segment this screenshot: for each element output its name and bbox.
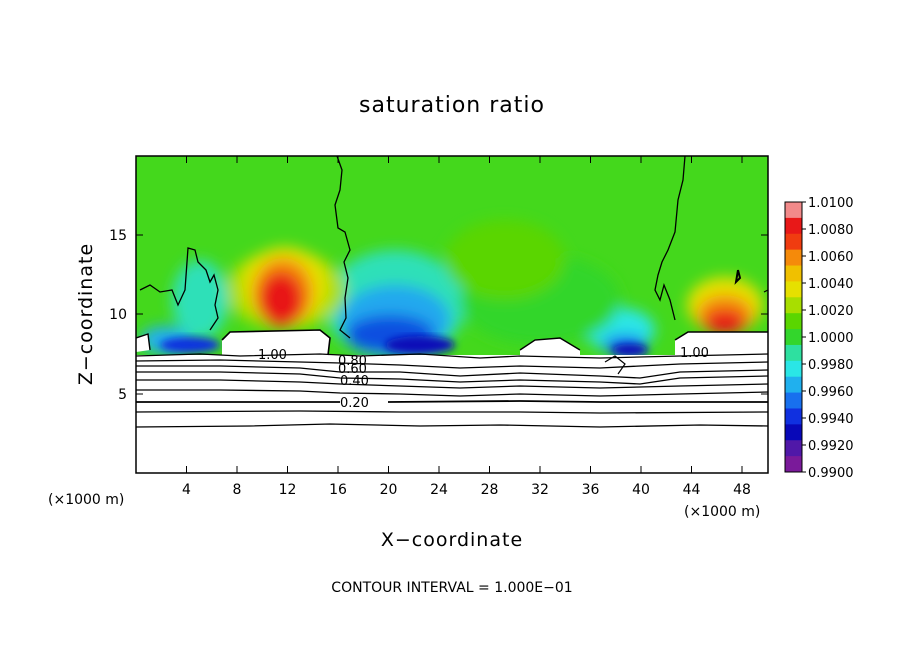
x-tick-label: 32 <box>531 482 549 498</box>
y-tick-labels: 5 10 15 <box>109 228 127 403</box>
x-tick-label: 40 <box>632 482 650 498</box>
colorbar-swatch <box>785 249 802 267</box>
colorbar-label: 0.9980 <box>808 358 854 373</box>
colorbar-swatch <box>785 202 802 219</box>
colorbar-swatch <box>785 313 802 330</box>
colorbar-label: 1.0100 <box>808 196 854 211</box>
heatmap-field <box>136 156 768 473</box>
x-tick-label: 48 <box>733 482 751 498</box>
colorbar-swatch <box>785 376 802 394</box>
y-axis-label: Z−coordinate <box>75 243 97 385</box>
contour-label: 0.60 <box>338 362 367 377</box>
colorbar-label: 1.0060 <box>808 250 854 265</box>
contour-label: 1.00 <box>258 348 287 363</box>
x-tick-label: 20 <box>380 482 398 498</box>
colorbar-swatch <box>785 265 802 282</box>
y-tick-label: 15 <box>109 228 127 244</box>
colorbar-swatch <box>785 329 802 346</box>
colorbar-label: 0.9960 <box>808 385 854 400</box>
contour-label: 1.00 <box>680 346 709 361</box>
y-tick-label: 5 <box>118 387 127 403</box>
x-ticks <box>186 156 743 473</box>
colorbar-label: 1.0040 <box>808 277 854 292</box>
x-tick-label: 16 <box>329 482 347 498</box>
colorbar-swatch <box>785 392 802 409</box>
x-unit-label: (×1000 m) <box>684 504 760 520</box>
y-unit-label: (×1000 m) <box>48 492 124 508</box>
colorbar-swatch <box>785 408 802 425</box>
colorbar-label: 1.0020 <box>808 304 854 319</box>
x-tick-label: 28 <box>481 482 499 498</box>
colorbar-label: 1.0000 <box>808 331 854 346</box>
contour-lines <box>136 156 768 428</box>
chart-title: saturation ratio <box>359 93 545 118</box>
colorbar-swatch <box>785 233 802 251</box>
colorbar-swatch <box>785 440 802 457</box>
contour-label: 0.40 <box>340 374 369 389</box>
colorbar-swatch <box>785 456 802 473</box>
colorbar-label: 0.9900 <box>808 466 854 481</box>
colorbar-swatch <box>785 424 802 441</box>
colorbar-swatch <box>785 217 802 235</box>
contour-interval-note: CONTOUR INTERVAL = 1.000E−01 <box>331 580 572 596</box>
x-tick-label: 4 <box>182 482 191 498</box>
x-axis-label: X−coordinate <box>381 529 523 551</box>
colorbar-swatch <box>785 344 802 362</box>
x-tick-label: 24 <box>430 482 448 498</box>
y-tick-label: 10 <box>109 307 127 323</box>
colorbar-label: 0.9920 <box>808 439 854 454</box>
contour-label: 0.80 <box>338 354 367 369</box>
y-ticks <box>136 234 768 395</box>
colorbar-label: 0.9940 <box>808 412 854 427</box>
x-tick-label: 8 <box>233 482 242 498</box>
x-tick-labels: 4 8 12 16 20 24 28 32 36 40 44 48 <box>182 482 751 498</box>
x-tick-label: 44 <box>683 482 701 498</box>
plot-area <box>136 156 768 473</box>
colorbar-swatch <box>785 297 802 314</box>
colorbar-swatch <box>785 281 802 298</box>
x-tick-label: 12 <box>279 482 297 498</box>
colorbar-label: 1.0080 <box>808 223 854 238</box>
colorbar-swatch <box>785 360 802 378</box>
colorbar: 1.0100 1.0080 1.0060 1.0040 1.0020 1.0000 0.99… <box>784 196 854 481</box>
contour-label: 0.20 <box>340 396 369 411</box>
x-tick-label: 36 <box>582 482 600 498</box>
